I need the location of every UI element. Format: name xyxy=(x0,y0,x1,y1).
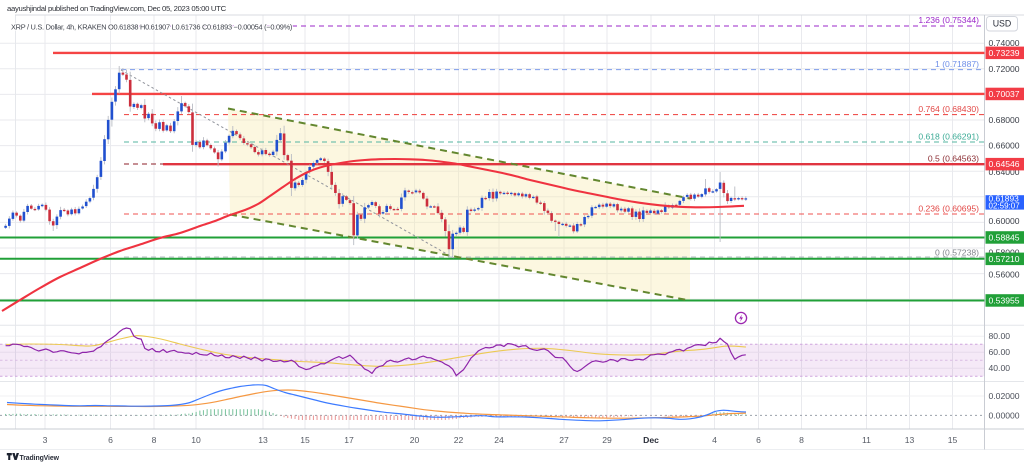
svg-text:0.764 (0.68430): 0.764 (0.68430) xyxy=(918,104,979,114)
svg-text:0.64000: 0.64000 xyxy=(989,167,1020,177)
svg-text:20: 20 xyxy=(410,435,420,445)
svg-text:4: 4 xyxy=(712,435,717,445)
svg-text:10: 10 xyxy=(191,435,201,445)
svg-text:13: 13 xyxy=(258,435,268,445)
svg-text:3: 3 xyxy=(43,435,48,445)
svg-text:15: 15 xyxy=(948,435,958,445)
svg-text:11: 11 xyxy=(862,435,871,445)
svg-text:22: 22 xyxy=(454,435,464,445)
svg-text:0.70037: 0.70037 xyxy=(989,89,1020,99)
svg-text:Dec: Dec xyxy=(643,435,659,445)
svg-text:USD: USD xyxy=(993,19,1012,29)
svg-text:TradingView: TradingView xyxy=(20,455,60,462)
svg-text:0.74000: 0.74000 xyxy=(989,38,1020,48)
svg-text:15: 15 xyxy=(300,435,310,445)
svg-text:02:59:07: 02:59:07 xyxy=(989,202,1021,211)
svg-text:0.73239: 0.73239 xyxy=(989,48,1020,58)
svg-text:60.00: 60.00 xyxy=(989,347,1011,357)
svg-text:1.236 (0.75344): 1.236 (0.75344) xyxy=(918,15,979,25)
svg-text:0.68000: 0.68000 xyxy=(989,115,1020,125)
svg-text:aayushjindal published on Trad: aayushjindal published on TradingView.co… xyxy=(7,4,227,13)
svg-text:13: 13 xyxy=(905,435,915,445)
svg-text:29: 29 xyxy=(602,435,612,445)
svg-text:27: 27 xyxy=(559,435,569,445)
svg-text:0.64546: 0.64546 xyxy=(989,159,1020,169)
svg-text:0.618 (0.66291): 0.618 (0.66291) xyxy=(918,132,979,142)
svg-text:0.66000: 0.66000 xyxy=(989,141,1020,151)
svg-text:XRP / U.S. Dollar, 4h, KRAKEN: XRP / U.S. Dollar, 4h, KRAKEN O0.61838 H… xyxy=(11,22,292,31)
svg-text:0.53955: 0.53955 xyxy=(989,296,1020,306)
svg-text:0.56000: 0.56000 xyxy=(989,269,1020,279)
svg-text:8: 8 xyxy=(152,435,157,445)
svg-text:0.5 (0.64563): 0.5 (0.64563) xyxy=(928,153,979,163)
svg-text:0.57210: 0.57210 xyxy=(989,254,1020,264)
svg-text:17: 17 xyxy=(344,435,354,445)
svg-text:0.02000: 0.02000 xyxy=(989,391,1020,401)
svg-text:1 (0.71887): 1 (0.71887) xyxy=(935,59,979,69)
svg-text:80.00: 80.00 xyxy=(989,331,1011,341)
svg-text:0 (0.57238): 0 (0.57238) xyxy=(935,247,979,257)
svg-text:0.236 (0.60695): 0.236 (0.60695) xyxy=(918,203,979,213)
svg-text:6: 6 xyxy=(756,435,761,445)
svg-text:0.61893: 0.61893 xyxy=(989,193,1020,203)
svg-text:40.00: 40.00 xyxy=(989,363,1011,373)
svg-text:0.72000: 0.72000 xyxy=(989,64,1020,74)
svg-text:0.58845: 0.58845 xyxy=(989,233,1020,243)
svg-text:6: 6 xyxy=(108,435,113,445)
svg-text:0.60000: 0.60000 xyxy=(989,216,1020,226)
svg-text:8: 8 xyxy=(799,435,804,445)
svg-text:0.00000: 0.00000 xyxy=(989,410,1020,420)
svg-text:24: 24 xyxy=(494,435,504,445)
svg-text:0.58000: 0.58000 xyxy=(989,247,1020,257)
